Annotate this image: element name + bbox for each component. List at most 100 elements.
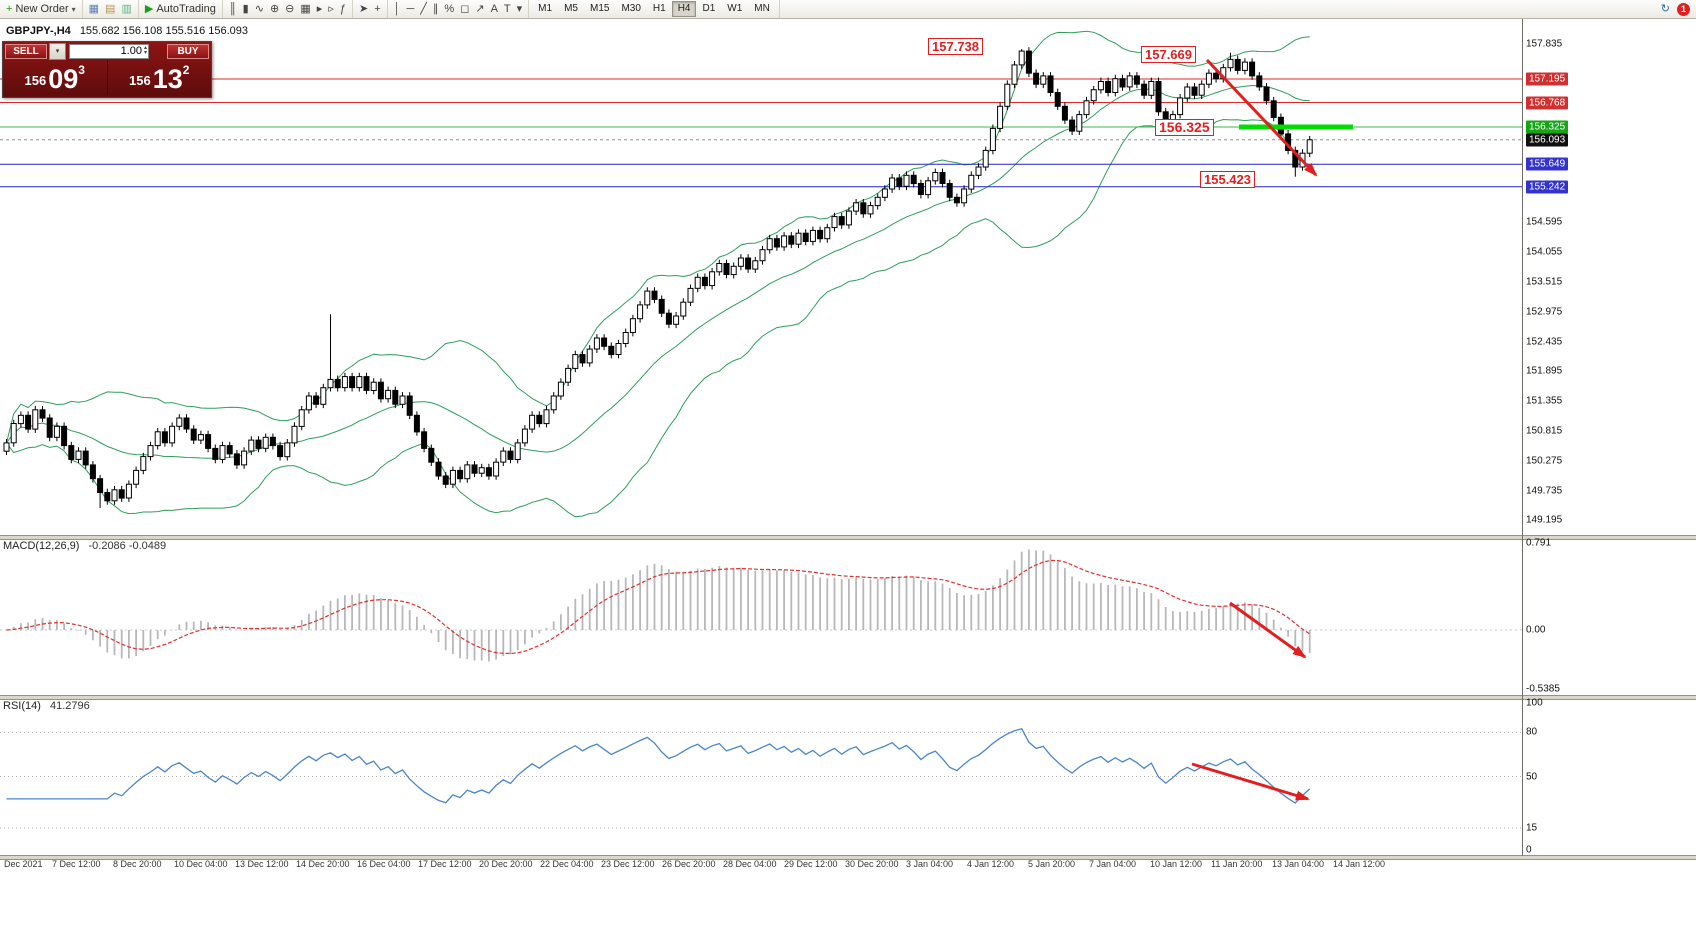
news-button[interactable]: ▥ [118,1,134,17]
main-chart-plot[interactable] [0,18,1522,535]
refresh-button[interactable]: ↻ [1658,1,1673,17]
zoom-out-button[interactable]: ⊖ [282,1,297,17]
indicators-button[interactable]: ƒ [337,1,349,17]
auto-scroll-button[interactable]: ▸ [314,1,326,17]
equidistant-channel-icon: ∥ [432,3,439,15]
vertical-line-icon: │ [393,3,401,15]
crosshair-icon: + [374,3,381,15]
trend-arrow[interactable] [1191,762,1310,801]
candle-body [809,229,816,242]
candle-body [601,337,608,347]
order-options-dropdown[interactable]: ▾ [49,42,66,60]
sell-price-pipette: 3 [78,63,85,77]
macd-panel-separator[interactable] [0,535,1696,540]
current-price-tag: 156.093 [1526,133,1569,147]
notifications-badge[interactable]: 1 [1677,2,1690,16]
buy-button[interactable]: BUY [167,43,209,59]
candle-body [457,469,464,480]
price-axis-label: 150.275 [1526,455,1563,467]
zoom-in-button[interactable]: ⊕ [267,1,282,17]
shapes-button[interactable]: ◻ [457,1,472,17]
trendline-button[interactable]: ╱ [417,1,430,17]
buy-price-display[interactable]: 156 13 2 [108,60,212,95]
price-annotation[interactable]: 155.423 [1200,171,1255,188]
trend-arrow[interactable] [1205,58,1318,177]
candle-body [1177,97,1184,116]
rsi-panel-separator[interactable] [0,695,1696,700]
candle-body [723,263,730,275]
timeframe-W1[interactable]: W1 [727,3,743,14]
text-button[interactable]: A [488,1,501,17]
price-axis-separator [1522,18,1523,856]
candle-body [824,227,831,240]
candle-body [269,436,276,447]
candle-body [305,395,312,411]
candle-body [1184,86,1191,99]
candlestick-chart-button[interactable]: ▮ [240,1,252,17]
text-label-button[interactable]: T [501,1,514,17]
candles-layer [3,47,1313,508]
more-tools-button[interactable]: ▾ [514,1,526,17]
new-order-button[interactable]: + New Order ▾ [3,1,79,17]
price-annotation[interactable]: 157.738 [928,38,983,55]
charts-button[interactable]: ▦ [86,1,102,17]
vertical-line-button[interactable]: │ [391,1,404,17]
line-chart-button[interactable]: ∿ [252,1,267,17]
stepper-up-icon[interactable]: ▴ [143,45,147,51]
time-axis-label: 14 Dec 20:00 [296,859,350,869]
price-annotation[interactable]: 156.325 [1155,119,1214,136]
candlestick-chart-icon: ▮ [242,3,249,15]
candle-body [1069,119,1076,132]
time-axis-label: 16 Dec 04:00 [357,859,411,869]
volume-stepper[interactable]: ▴ ▾ [143,45,147,56]
sell-button[interactable]: SELL [5,43,47,59]
candle-body [97,478,104,494]
candle-body [197,434,204,441]
sell-price-display[interactable]: 156 09 3 [3,60,107,95]
candle-body [485,467,492,477]
stepper-down-icon[interactable]: ▾ [143,50,147,56]
timeframe-H4[interactable]: H4 [671,1,697,17]
equidistant-channel-button[interactable]: ∥ [430,1,442,17]
candle-body [377,381,384,400]
timeframe-H1[interactable]: H1 [652,3,666,14]
candle-body [1249,61,1256,77]
price-annotation[interactable]: 157.669 [1141,46,1196,63]
bar-chart-button[interactable]: ║ [226,1,240,17]
rsi-panel-plot[interactable] [0,698,1522,855]
timeframe-M1[interactable]: M1 [538,3,553,14]
fibonacci-retracement-button[interactable]: % [441,1,457,17]
candle-body [291,425,298,444]
candle-body [111,489,118,502]
price-axis-label: 149.195 [1526,514,1563,526]
news-icon: ▥ [121,3,132,15]
macd-panel-plot[interactable] [0,538,1522,695]
candle-body [543,409,550,425]
chevron-down-icon: ▾ [55,48,60,55]
candle-body [565,367,572,383]
timeframe-M30[interactable]: M30 [621,3,641,14]
horizontal-line-button[interactable]: ─ [404,1,418,17]
cursor-button[interactable]: ➤ [356,1,371,17]
timeframe-M5[interactable]: M5 [564,3,578,14]
candle-body [737,257,744,267]
trend-arrow[interactable] [1229,601,1307,659]
candle-body [46,417,53,438]
candle-body [766,238,773,251]
time-axis-label: 26 Dec 20:00 [662,859,716,869]
arrows-button[interactable]: ↗ [472,1,487,17]
alerts-button[interactable]: ▤ [102,1,118,17]
candle-body [961,188,968,204]
volume-field[interactable]: 1.00 ▴ ▾ [69,43,149,59]
chart-shift-button[interactable]: ▹ [325,1,337,17]
candle-body [190,428,197,441]
autotrading-button[interactable]: ▶ AutoTrading [142,1,219,17]
crosshair-button[interactable]: + [371,1,383,17]
timeframe-MN[interactable]: MN [754,3,770,14]
timeframe-M15[interactable]: M15 [589,3,610,14]
macd-axis-label: 0.00 [1526,624,1546,636]
timeframe-D1[interactable]: D1 [702,3,716,14]
candle-body [802,232,809,242]
price-axis-label: 157.835 [1526,38,1563,50]
tile-windows-button[interactable]: ▦ [297,1,313,17]
